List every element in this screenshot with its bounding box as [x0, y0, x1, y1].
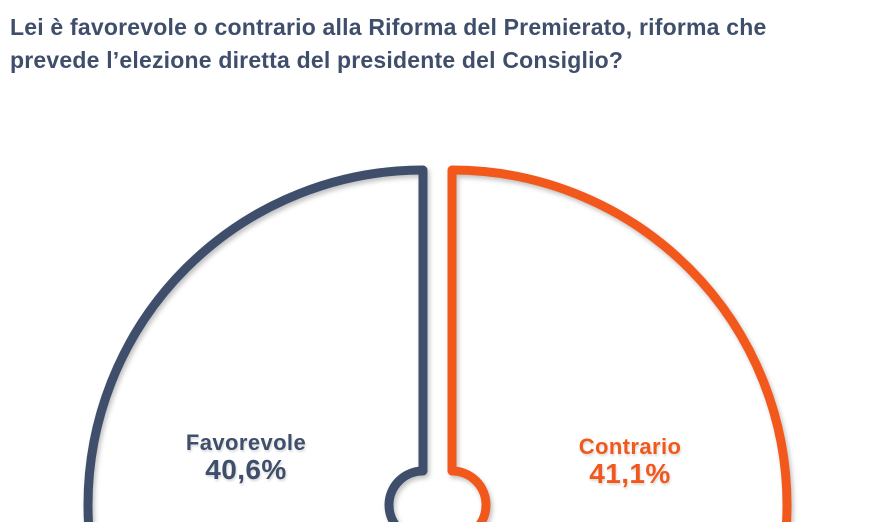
slice-contrario [447, 165, 792, 522]
contrario-value-label: 41,1% [589, 458, 671, 489]
page-title: Lei è favorevole o contrario alla Riform… [10, 11, 870, 77]
data-label-favorevole: Favorevole 40,6% [186, 431, 306, 485]
title-line-2: prevede l’elezione diretta del president… [10, 47, 624, 73]
favorevole-value-label: 40,6% [205, 454, 287, 485]
title-line-1: Lei è favorevole o contrario alla Riform… [10, 14, 767, 40]
contrario-category-label: Contrario [578, 434, 682, 459]
slice-favorevole [83, 165, 428, 522]
favorevole-category-label: Favorevole [185, 430, 307, 455]
data-label-contrario: Contrario 41,1% [579, 435, 682, 489]
